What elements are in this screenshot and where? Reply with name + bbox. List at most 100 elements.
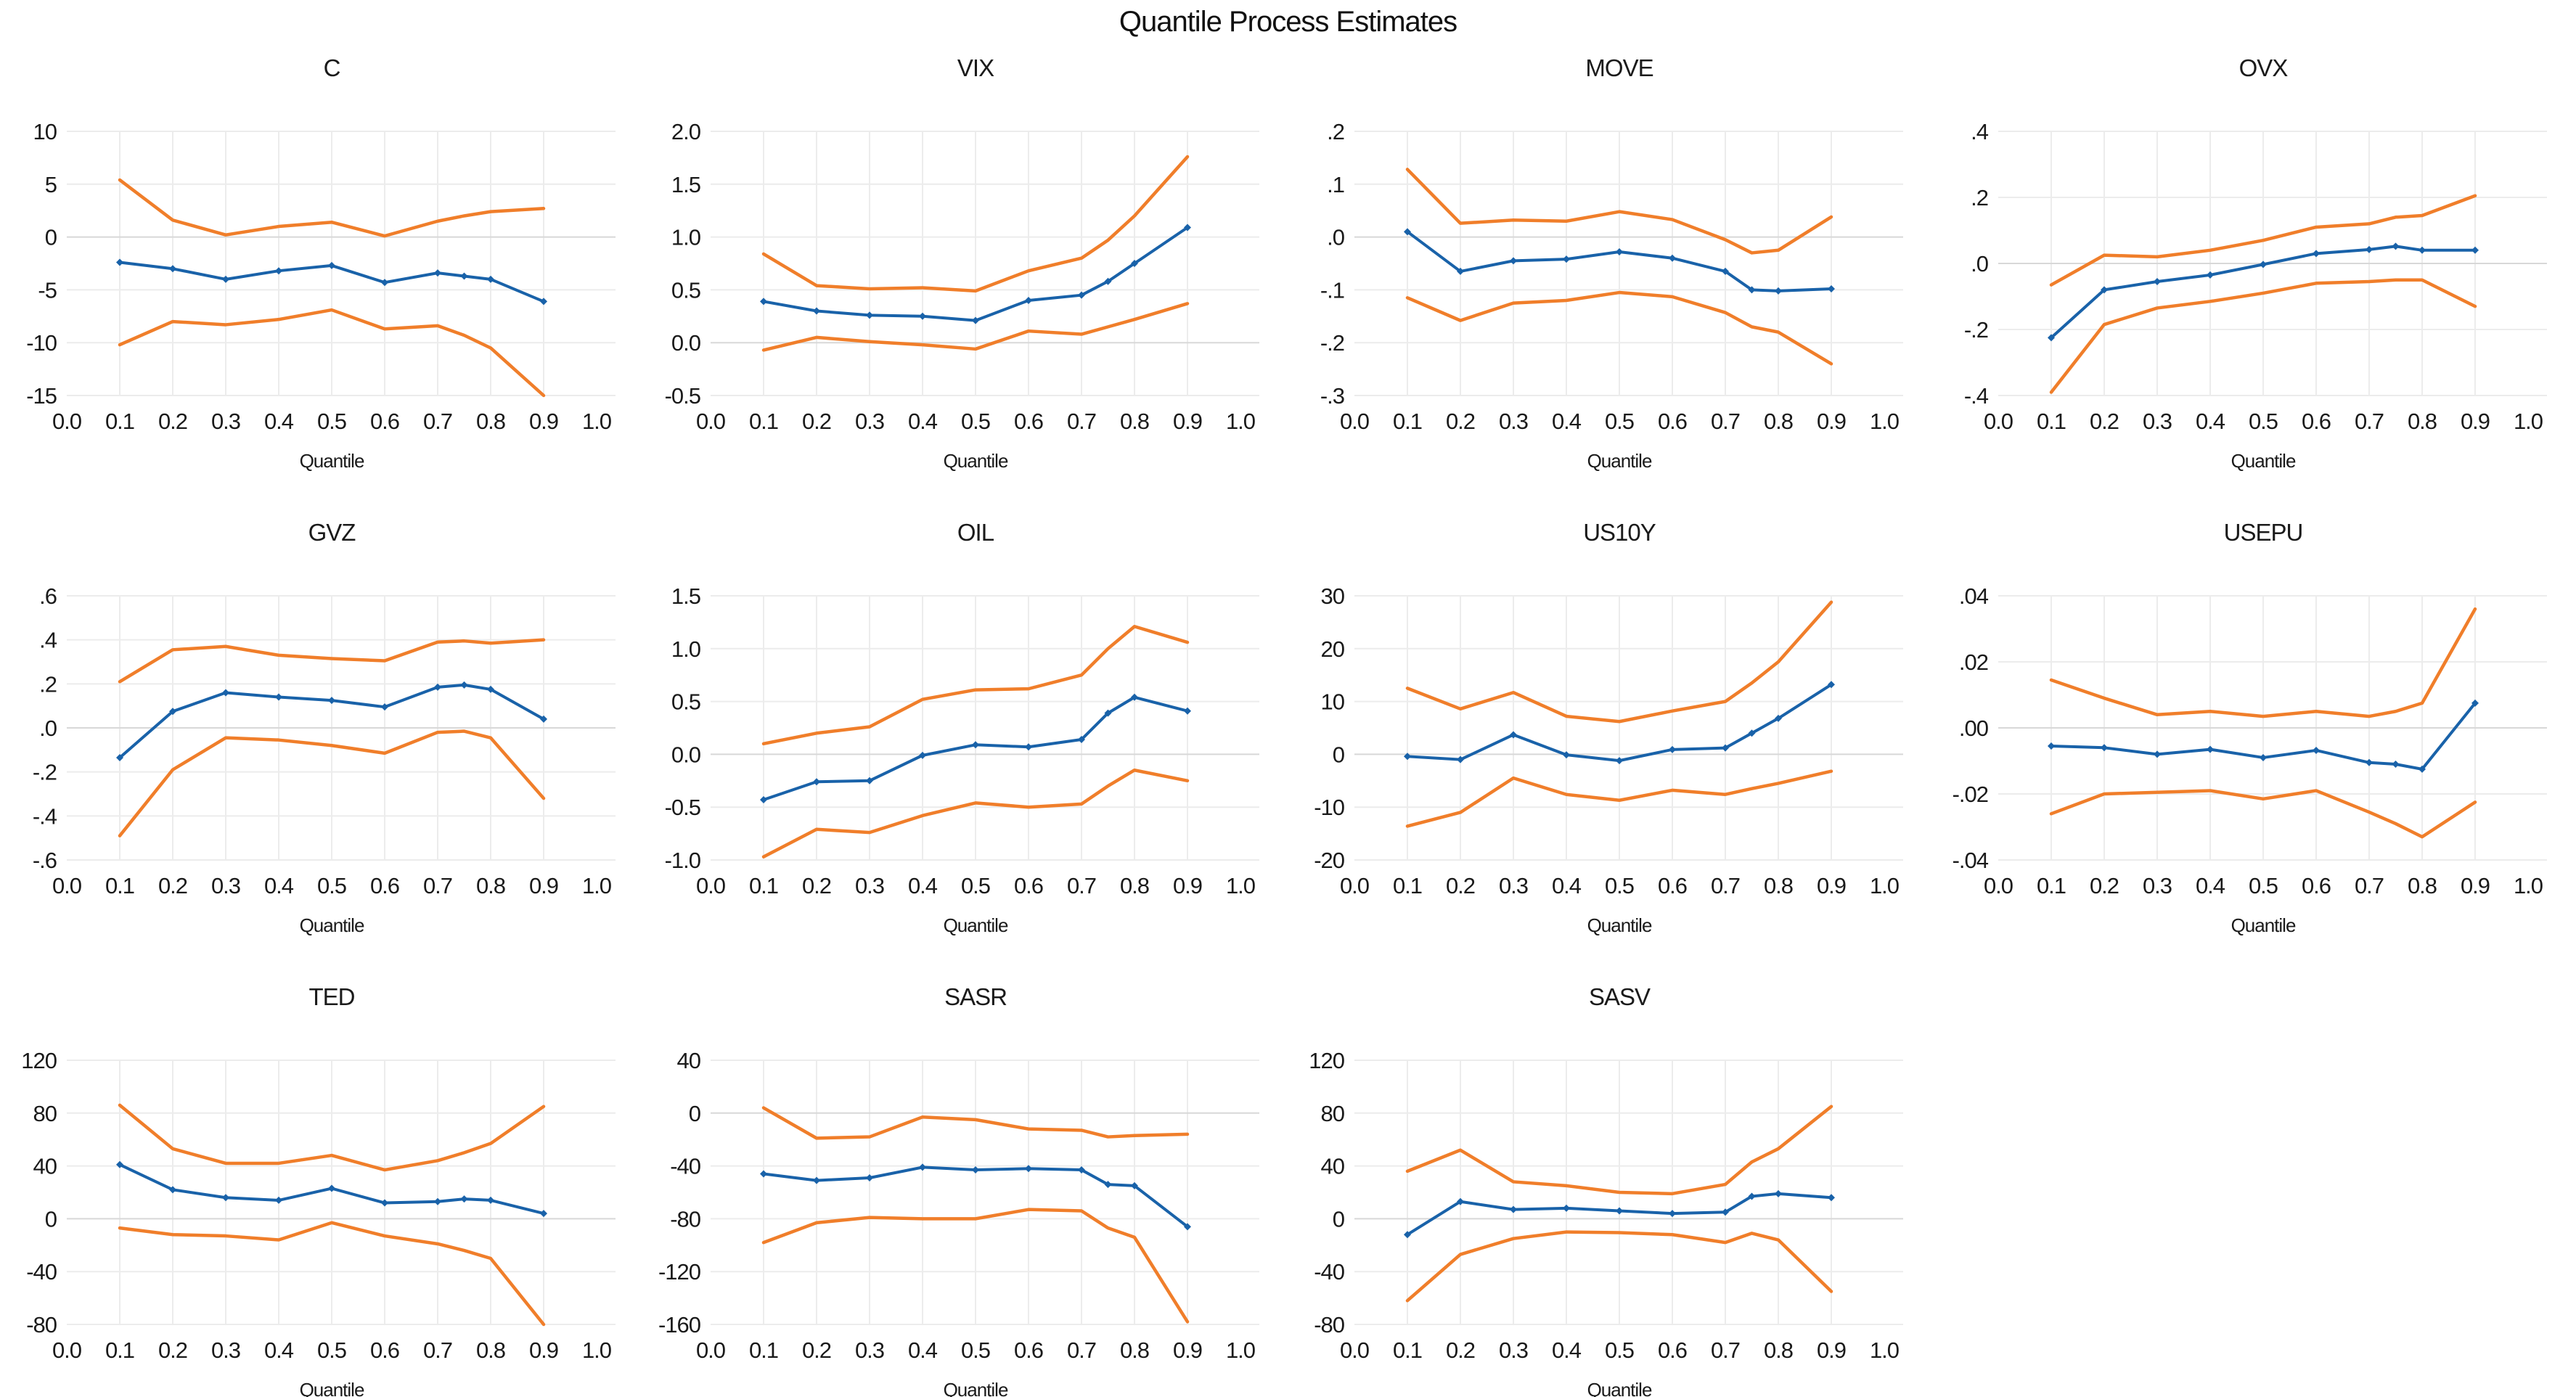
estimate-marker	[2048, 742, 2055, 750]
x-tick-label: 0.3	[855, 409, 884, 434]
x-tick-label: 0.5	[961, 873, 990, 898]
x-tick-label: 0.7	[1067, 1337, 1096, 1363]
x-tick-label: 0.1	[749, 873, 778, 898]
estimate-marker	[381, 1199, 388, 1207]
estimate-marker	[919, 751, 926, 759]
estimate-marker	[222, 1194, 229, 1202]
estimate-marker	[972, 741, 979, 749]
x-tick-label: 0.9	[1817, 873, 1846, 898]
estimate-marker	[1616, 757, 1623, 765]
x-tick-label: 0.4	[2196, 409, 2225, 434]
estimate-marker	[487, 275, 494, 283]
x-tick-label: 1.0	[1870, 873, 1900, 898]
x-tick-label: 0.1	[105, 409, 134, 434]
estimate-marker	[2207, 745, 2214, 753]
estimate-marker	[813, 778, 820, 786]
estimate-marker	[866, 777, 873, 784]
x-tick-label: 0.4	[1552, 873, 1582, 898]
estimate-marker	[1748, 1192, 1756, 1200]
y-tick-label: -.2	[33, 760, 57, 785]
y-tick-label: -1.0	[665, 848, 701, 873]
x-tick-label: 0.6	[1014, 873, 1043, 898]
lower-confidence-band-line	[118, 729, 546, 837]
chart-cell-gvz: .6 .4 .2 .0 -.2 -.4 -.6 0.0 0.1 0.2 0.3 0.4 0.5 0.6 0.…	[0, 464, 644, 936]
x-tick-label: 0.7	[2355, 873, 2384, 898]
y-tick-label: -.2	[1964, 317, 1988, 343]
upper-confidence-band-line	[1405, 168, 1833, 255]
y-tick-label: 40	[33, 1154, 57, 1179]
x-axis-label: Quantile	[944, 1379, 1008, 1397]
x-axis-label: Quantile	[944, 914, 1008, 936]
estimate-marker	[1078, 736, 1085, 744]
x-tick-label: 0.6	[1014, 409, 1043, 434]
estimate-marker	[866, 311, 873, 319]
y-tick-label: .02	[1959, 650, 1988, 675]
estimate-marker	[460, 1195, 468, 1203]
estimate-marker	[972, 316, 979, 324]
chart-cell-oil: 1.5 1.0 0.5 0.0 -0.5 -1.0 0.0 0.1 0.2 0.3 0.4 0.5 0.…	[644, 464, 1288, 936]
quantile-estimate-line	[1406, 230, 1833, 292]
y-tick-label: -.3	[1320, 383, 1344, 409]
x-tick-label: 0.8	[1120, 1337, 1149, 1363]
upper-confidence-band-line	[118, 1103, 546, 1172]
quantile-estimate-line	[762, 1165, 1189, 1229]
x-tick-label: 0.0	[1340, 873, 1370, 898]
x-tick-label: 0.6	[2302, 409, 2331, 434]
x-tick-label: 1.0	[582, 1337, 612, 1363]
lower-confidence-band-line	[118, 1221, 546, 1327]
y-tick-label: 0	[1333, 1206, 1345, 1232]
y-tick-label: 1.0	[671, 636, 701, 662]
lower-confidence-band-line	[761, 302, 1190, 352]
estimate-marker	[760, 1170, 767, 1178]
estimate-marker	[1078, 291, 1085, 299]
y-tick-label: -.02	[1953, 782, 1988, 807]
chart-cell-move: .2 .1 .0 -.1 -.2 -.3 0.0 0.1 0.2 0.3 0.4 0.5 0.6 0.7 0…	[1288, 0, 1931, 472]
x-tick-label: 0.3	[1499, 1337, 1528, 1363]
x-tick-label: 1.0	[1226, 409, 1256, 434]
x-tick-label: 0.5	[1605, 409, 1634, 434]
estimate-marker	[1025, 1165, 1032, 1173]
chart-cell-vix: 2.0 1.5 1.0 0.5 0.0 -0.5 0.0 0.1 0.2 0.3 0.4 0.5 0.6…	[644, 0, 1288, 472]
chart-title: OIL	[957, 519, 994, 546]
chart-sasv: 120 80 40 0 -40 -800.0 0.1 0.2 0.3 0.4 0.5 0.6 0.7 0.…	[1309, 983, 1903, 1397]
x-tick-label: 0.3	[211, 873, 240, 898]
estimate-marker	[434, 1197, 441, 1205]
chart-gvz: .6 .4 .2 .0 -.2 -.4 -.60.0 0.1 0.2 0.3 0.4 0.5 0.6 0.…	[33, 519, 616, 936]
chart-title: C	[324, 54, 340, 81]
y-tick-label: 5	[45, 172, 57, 197]
x-tick-label: 0.5	[961, 1337, 990, 1363]
x-tick-label: 1.0	[582, 873, 612, 898]
x-tick-label: 0.4	[908, 873, 938, 898]
estimate-marker	[2154, 278, 2161, 286]
x-tick-label: 0.8	[1764, 1337, 1793, 1363]
estimate-marker	[1457, 267, 1464, 275]
y-tick-label: .00	[1959, 716, 1989, 741]
x-tick-label: 0.4	[264, 1337, 294, 1363]
x-tick-label: 0.2	[2090, 873, 2119, 898]
quantile-estimate-line	[1406, 683, 1833, 763]
x-tick-label: 0.8	[2408, 873, 2437, 898]
upper-confidence-band-line	[118, 178, 546, 238]
x-axis-label: Quantile	[2231, 450, 2296, 472]
chart-title: US10Y	[1583, 519, 1656, 546]
x-tick-label: 0.3	[855, 873, 884, 898]
y-tick-label: -.4	[1964, 383, 1989, 409]
y-tick-label: 10	[33, 119, 57, 144]
chart-title: USEPU	[2224, 519, 2303, 546]
x-tick-label: 0.6	[1658, 873, 1687, 898]
estimate-marker	[1775, 1189, 1782, 1197]
x-tick-label: 0.5	[961, 409, 990, 434]
chart-us10y: 30 20 10 0 -10 -200.0 0.1 0.2 0.3 0.4 0.5 0.6 0.7 0.8…	[1314, 519, 1903, 936]
x-tick-label: 0.2	[158, 409, 187, 434]
x-tick-label: 1.0	[1226, 1337, 1256, 1363]
estimate-marker	[275, 267, 282, 275]
y-tick-label: 0.5	[671, 689, 700, 715]
estimate-marker	[169, 265, 176, 273]
y-tick-label: -.6	[33, 848, 57, 873]
estimate-marker	[169, 708, 176, 716]
chart-cell-us10y: 30 20 10 0 -10 -20 0.0 0.1 0.2 0.3 0.4 0.5 0.6 0.7 0.8…	[1288, 464, 1931, 936]
y-tick-label: -40	[1314, 1259, 1345, 1285]
estimate-marker	[2260, 753, 2267, 761]
estimate-marker	[1131, 1181, 1138, 1189]
